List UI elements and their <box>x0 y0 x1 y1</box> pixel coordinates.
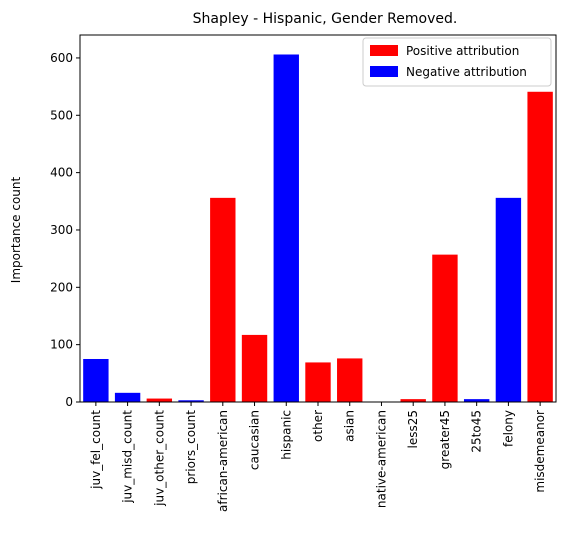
x-tick-label: african-american <box>216 410 230 512</box>
bar-juv_misd_count <box>114 392 141 402</box>
legend: Positive attribution Negative attribution <box>362 37 552 87</box>
y-tick-label: 0 <box>65 395 73 409</box>
x-tick-label: priors_count <box>184 410 198 485</box>
x-axis: juv_fel_count juv_misd_count juv_other_cou… <box>89 402 547 512</box>
x-tick-label: native-american <box>374 410 388 508</box>
x-tick-label: greater45 <box>438 410 452 469</box>
x-tick-label: misdemeanor <box>533 410 547 493</box>
y-axis: 0 100 200 300 400 500 600 <box>50 51 80 409</box>
y-tick-label: 400 <box>50 166 73 180</box>
y-tick-label: 600 <box>50 51 73 65</box>
bar-hispanic <box>273 54 299 402</box>
bar-juv_other_count <box>146 398 173 402</box>
x-tick-label: hispanic <box>279 410 293 460</box>
bar-greater45 <box>432 254 458 402</box>
bar-caucasian <box>241 334 268 402</box>
y-tick-label: 500 <box>50 108 73 122</box>
y-tick-label: 200 <box>50 280 73 294</box>
bars-group <box>83 54 553 402</box>
bar-african-american <box>210 197 236 402</box>
y-tick-label: 300 <box>50 223 73 237</box>
legend-label: Positive attribution <box>406 44 519 58</box>
x-tick-label: other <box>311 410 325 442</box>
x-tick-label: caucasian <box>248 410 262 470</box>
legend-swatch <box>370 45 398 56</box>
legend-label: Negative attribution <box>406 65 527 79</box>
bar-asian <box>337 358 363 402</box>
x-tick-label: less25 <box>406 410 420 449</box>
bar-misdemeanor <box>527 91 553 402</box>
chart-title: Shapley - Hispanic, Gender Removed. <box>193 11 458 27</box>
y-tick-label: 100 <box>50 338 73 352</box>
bar-25to45 <box>463 399 490 402</box>
bar-other <box>305 362 331 402</box>
x-tick-label: juv_other_count <box>152 410 166 507</box>
legend-swatch <box>370 66 398 77</box>
bar-priors_count <box>178 400 204 402</box>
y-axis-title: Importance count <box>9 176 23 283</box>
bar-juv_fel_count <box>83 358 109 402</box>
x-tick-label: asian <box>343 410 357 442</box>
x-tick-label: felony <box>501 410 515 447</box>
x-tick-label: 25to45 <box>470 410 484 453</box>
legend-box <box>362 37 552 87</box>
x-tick-label: juv_fel_count <box>89 410 103 490</box>
bar-less25 <box>400 399 426 402</box>
bar-felony <box>495 197 522 402</box>
x-tick-label: juv_misd_count <box>121 410 135 504</box>
plot-frame <box>79 34 557 403</box>
